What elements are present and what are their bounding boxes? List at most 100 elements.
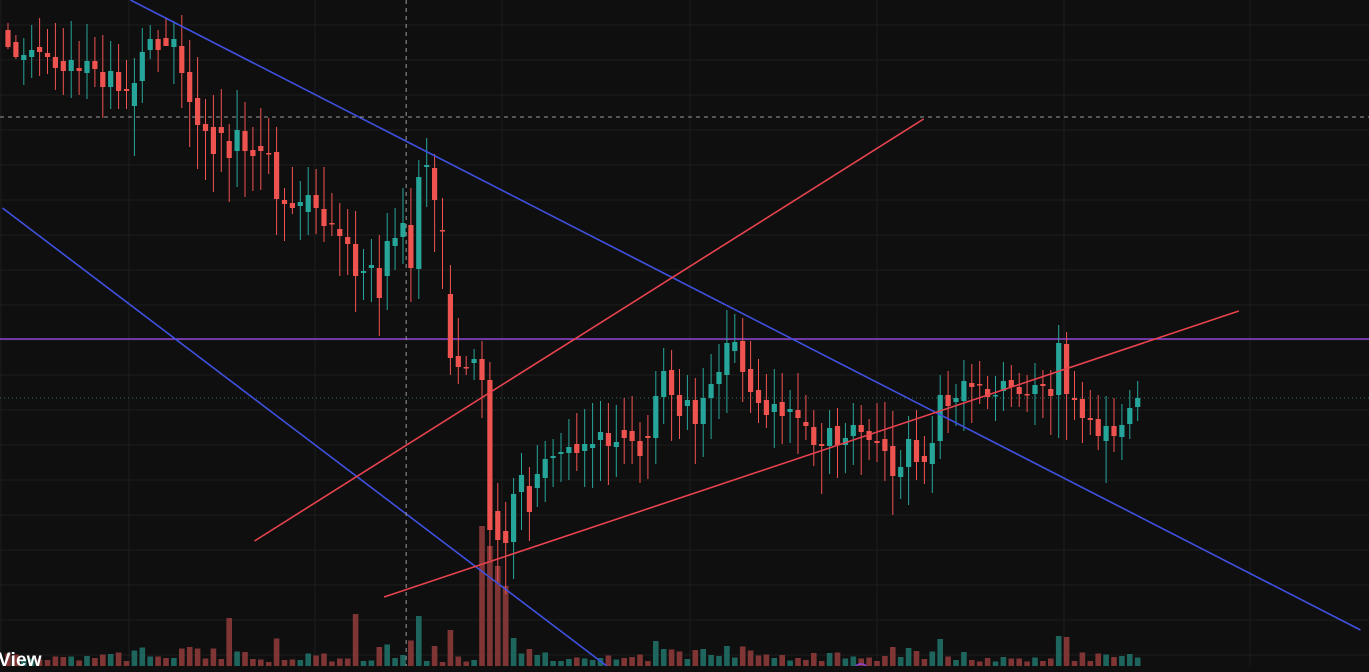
candle-body [566, 447, 572, 453]
volume-bar [337, 658, 343, 666]
volume-bar [913, 651, 920, 666]
candle-body [708, 384, 714, 398]
trend-line [130, 0, 1361, 631]
volume-bar [1048, 658, 1054, 666]
volume-bar [874, 661, 880, 666]
volume-bar [976, 661, 983, 666]
volume-bar [747, 650, 754, 666]
candle-body [360, 271, 367, 273]
volume-bar [313, 655, 319, 666]
candle-body [661, 371, 667, 397]
volume-bar [1024, 661, 1030, 666]
event-marker[interactable] [853, 663, 869, 666]
candle-body [68, 60, 74, 71]
candle-body [250, 150, 256, 156]
candle-body [1135, 398, 1141, 407]
volume-bar [352, 614, 359, 666]
volume-bar [479, 526, 485, 666]
volume-bar [818, 661, 825, 666]
candle-body [582, 444, 588, 451]
candle-body [289, 203, 295, 208]
candle-body [692, 400, 698, 424]
volume-bar [518, 653, 525, 666]
volume-bar [416, 616, 422, 666]
event-marker-circle [854, 663, 868, 666]
volume-bars [5, 526, 1141, 666]
candle-body [400, 223, 406, 237]
volume-bar [660, 649, 667, 666]
volume-bar [1071, 661, 1078, 666]
volume-bar [115, 652, 122, 666]
candle-body [84, 61, 90, 73]
candle-body [439, 230, 446, 232]
candle-body [771, 404, 777, 412]
volume-bar [826, 653, 833, 666]
candle-body [1008, 380, 1014, 387]
candle-body [392, 238, 398, 246]
volume-bar [811, 653, 817, 666]
candle-body [913, 440, 920, 462]
volume-bar [289, 659, 296, 666]
candle-body [542, 459, 548, 478]
volume-bar [803, 660, 809, 666]
volume-bar [755, 655, 762, 666]
candle-body [503, 531, 509, 543]
volume-bar [305, 653, 311, 666]
candle-body [653, 396, 659, 438]
volume-bar [534, 655, 541, 666]
candle-body [629, 431, 635, 441]
candle-body [52, 57, 58, 68]
volume-bar [179, 648, 185, 666]
volume-bar [921, 659, 928, 666]
volume-bar [621, 658, 627, 666]
volume-bar [542, 652, 548, 666]
volume-bar [147, 656, 153, 666]
candle-body [597, 432, 604, 440]
candle-body [921, 456, 927, 462]
candle-body [408, 225, 414, 268]
candle-body [819, 444, 825, 446]
volume-bar [708, 655, 714, 666]
candle-body [139, 52, 145, 81]
volume-bar [487, 546, 493, 666]
candle-body [834, 426, 841, 445]
volume-bar [724, 646, 730, 666]
volume-bar [242, 652, 248, 666]
candle-body [195, 98, 201, 125]
candle-body [163, 38, 169, 46]
volume-bar [961, 652, 967, 666]
candle-body [890, 446, 896, 476]
volume-bar [5, 653, 11, 666]
candle-body [676, 395, 683, 416]
volume-bar [676, 651, 683, 666]
volume-bar [139, 647, 146, 666]
volume-bar [629, 657, 635, 666]
candle-body [226, 141, 232, 158]
candle-body [345, 237, 351, 244]
volume-bar [700, 649, 706, 666]
volume-bar [834, 652, 841, 666]
volume-bar [60, 657, 67, 666]
candle-body [740, 341, 746, 372]
volume-bar [842, 658, 849, 666]
volume-bar [502, 586, 509, 666]
candle-body [1048, 389, 1054, 396]
volume-bar [890, 647, 896, 666]
volume-bar [969, 660, 975, 666]
volume-bar [321, 653, 327, 666]
candle-body [21, 55, 27, 60]
volume-bar [882, 656, 888, 666]
candle-body [969, 383, 975, 387]
volume-bar [992, 661, 999, 666]
volume-bar [234, 651, 240, 666]
volume-bar [273, 638, 280, 666]
candle-body [313, 195, 319, 208]
candle-body [827, 428, 833, 446]
volume-bar [929, 651, 936, 666]
volume-bar [645, 661, 651, 666]
volume-bar [1134, 657, 1141, 666]
candle-body [432, 168, 438, 200]
volume-bar [423, 661, 430, 666]
